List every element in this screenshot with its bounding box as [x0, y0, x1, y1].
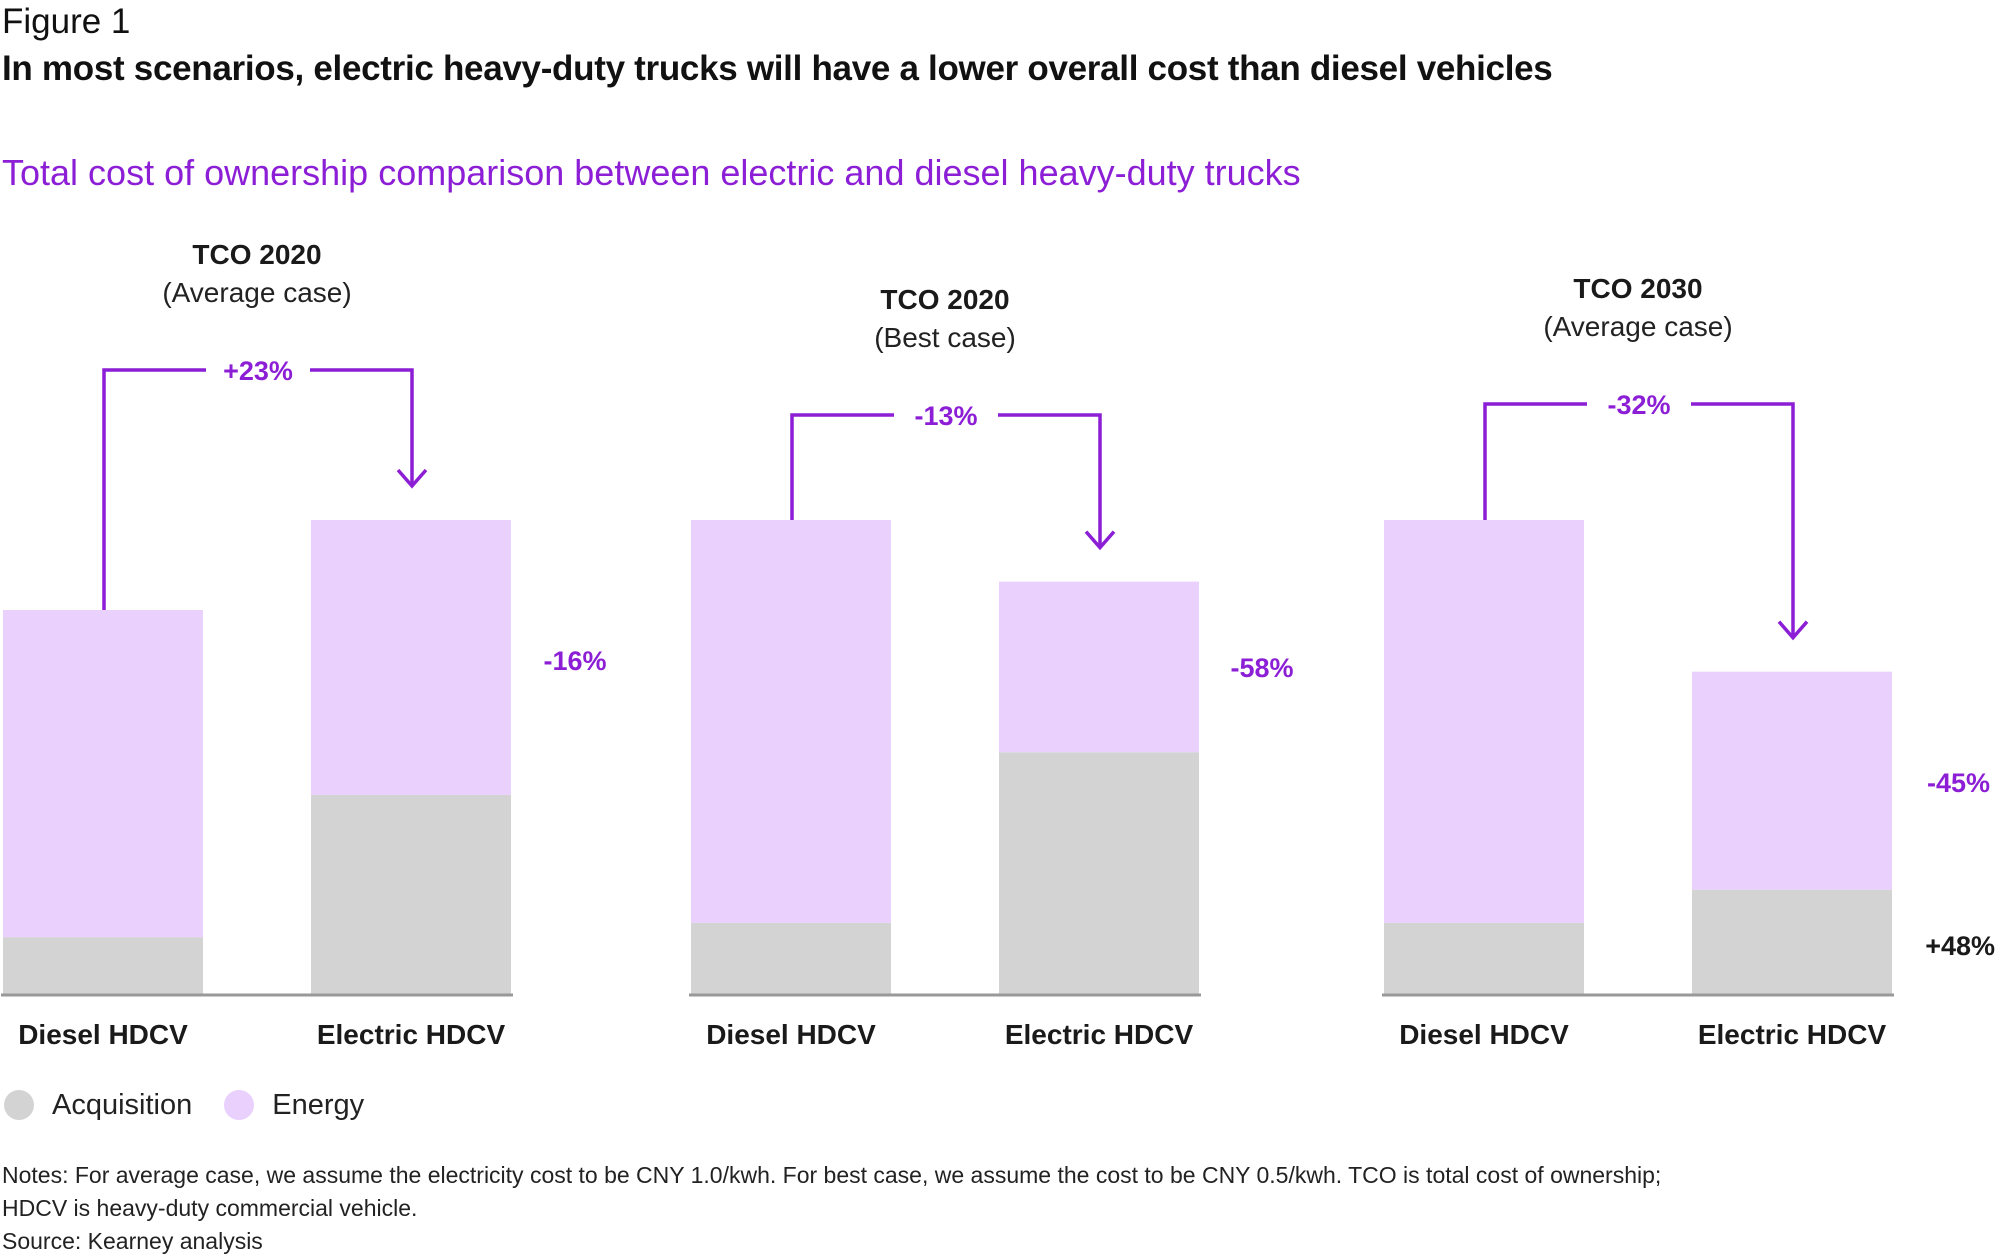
tco-chart: Diesel HDCV Electric HDCV TCO 2020 (Average… [1, 239, 1995, 1050]
legend-label-acquisition: Acquisition [52, 1088, 193, 1121]
legend-item-energy: Energy [224, 1089, 364, 1122]
bracket-right-p3 [1691, 402, 1795, 638]
bar-energy-p2-2 [999, 581, 1199, 753]
notes-line-2: HDCV is heavy-duty commercial vehicle. [2, 1195, 418, 1221]
legend-item-acquisition: Acquisition [4, 1089, 192, 1122]
bar-acquisition-p1-2 [311, 794, 511, 994]
panel-title-p2: TCO 2020 [880, 284, 1009, 315]
bracket-left-p2 [790, 413, 894, 520]
change-label-p1: +23% [223, 356, 293, 386]
category-label-p3-2: Electric HDCV [1698, 1019, 1887, 1050]
bracket-right-p1 [310, 368, 414, 486]
acquisition-change-label-p3: +48% [1925, 931, 1995, 961]
headline: In most scenarios, electric heavy-duty t… [2, 49, 1553, 88]
category-label-p3-1: Diesel HDCV [1399, 1019, 1569, 1050]
legend: Acquisition Energy [4, 1085, 396, 1125]
panel-subtitle-p3: (Average case) [1543, 311, 1732, 342]
energy-change-label-p1: -16% [543, 646, 606, 676]
figure-label: Figure 1 [2, 2, 131, 41]
bracket-right-p2 [998, 413, 1102, 548]
bracket-left-p1 [102, 368, 206, 611]
bar-acquisition-p1-1 [3, 937, 203, 994]
change-label-p2: -13% [914, 401, 977, 431]
bar-energy-p1-1 [3, 610, 203, 938]
panel-subtitle-p1: (Average case) [162, 277, 351, 308]
category-label-p1-2: Electric HDCV [317, 1019, 506, 1050]
bar-acquisition-p2-1 [691, 922, 891, 994]
bar-acquisition-p3-2 [1692, 889, 1892, 994]
notes: Notes: For average case, we assume the e… [2, 1159, 1661, 1258]
energy-change-label-p2: -58% [1230, 653, 1293, 683]
category-label-p2-1: Diesel HDCV [706, 1019, 876, 1050]
panel-title-p3: TCO 2030 [1573, 273, 1702, 304]
bar-energy-p3-1 [1384, 520, 1584, 923]
bar-energy-p2-1 [691, 520, 891, 923]
bar-energy-p1-2 [311, 520, 511, 795]
category-label-p1-1: Diesel HDCV [18, 1019, 188, 1050]
bar-acquisition-p3-1 [1384, 922, 1584, 994]
panel-title-p1: TCO 2020 [192, 239, 321, 270]
notes-line-1: Notes: For average case, we assume the e… [2, 1162, 1662, 1188]
source-line: Source: Kearney analysis [2, 1228, 263, 1254]
category-label-p2-2: Electric HDCV [1005, 1019, 1194, 1050]
legend-swatch-acquisition [4, 1090, 34, 1120]
chart-title: Total cost of ownership comparison betwe… [2, 152, 1301, 193]
energy-change-label-p3: -45% [1927, 768, 1990, 798]
bar-acquisition-p2-2 [999, 752, 1199, 994]
arrow-head-p1 [396, 468, 428, 489]
bar-energy-p3-2 [1692, 671, 1892, 890]
arrow-head-p2 [1084, 530, 1116, 551]
legend-swatch-energy [224, 1090, 255, 1120]
change-label-p3: -32% [1607, 390, 1670, 420]
legend-label-energy: Energy [272, 1088, 365, 1121]
arrow-head-p3 [1777, 620, 1809, 641]
bracket-left-p3 [1483, 402, 1587, 520]
panel-subtitle-p2: (Best case) [874, 322, 1016, 353]
